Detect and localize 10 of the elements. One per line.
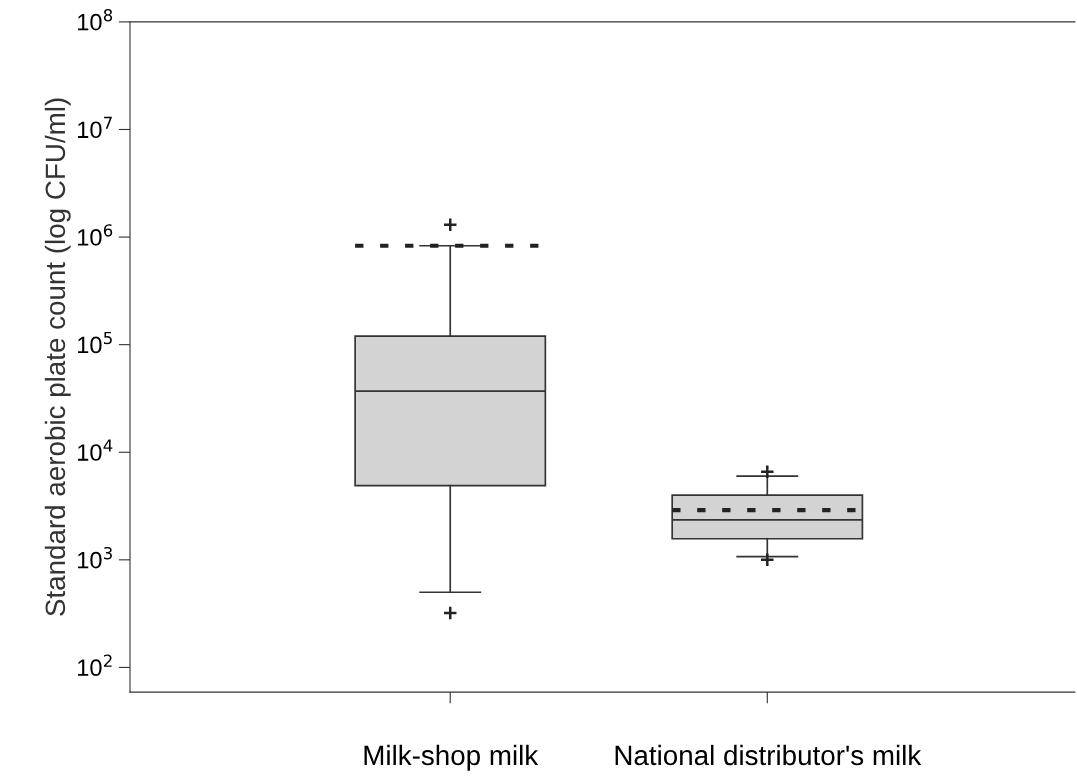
y-tick-label: 10$^{7}$	[78, 116, 112, 139]
y-tick-label: 10$^{4}$	[78, 439, 113, 461]
y-tick-label: 10$^{5}$	[78, 331, 112, 354]
y-tick-label: 10$^{2}$	[78, 654, 112, 677]
x-tick-label: National distributor's milk	[615, 744, 922, 766]
y-tick-label: 10$^{8}$	[78, 8, 113, 31]
y-tick-label: 10$^{3}$	[78, 546, 112, 569]
x-tick-label: Milk-shop milk	[364, 744, 539, 771]
y-axis-title: Standard aerobic plate count (log CFU/ml)	[44, 98, 71, 616]
y-tick-label: 10$^{6}$	[78, 224, 113, 246]
